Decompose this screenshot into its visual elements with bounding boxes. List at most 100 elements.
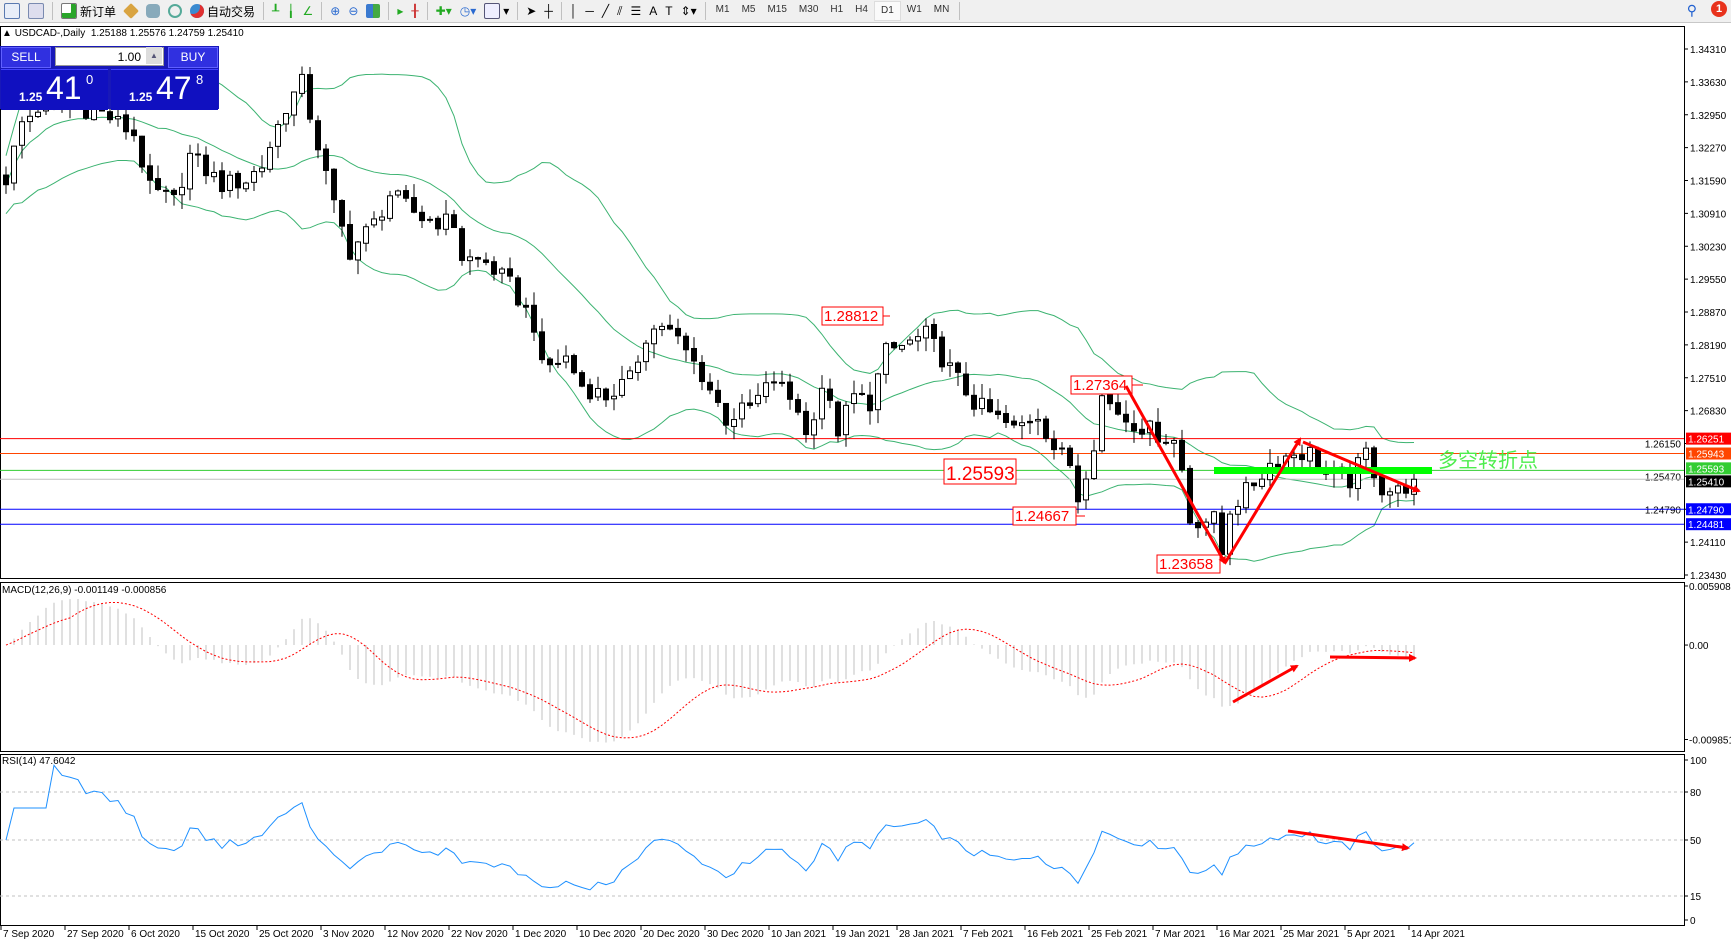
navigator-icon (146, 4, 161, 18)
candle (707, 373, 713, 395)
candle-body (499, 268, 505, 274)
candle-body (411, 197, 417, 213)
buy-button[interactable]: BUY (168, 47, 218, 68)
fibonacci-button[interactable]: ☰ (626, 1, 645, 21)
arrows-button[interactable]: ⇕▾ (677, 1, 701, 21)
price-tag-label: 1.24790 (1688, 505, 1725, 516)
date-tick-label: 12 Nov 2020 (387, 929, 444, 940)
signals-button[interactable] (164, 1, 186, 21)
candle (931, 318, 937, 353)
notification-badge[interactable]: 1 (1711, 1, 1727, 17)
indicators-button[interactable]: ✚▾ (432, 1, 456, 21)
candle-body (875, 373, 881, 411)
date-tick-label: 16 Feb 2021 (1027, 929, 1084, 940)
rsi-tick-label: 15 (1690, 892, 1702, 903)
candle-body (915, 336, 921, 342)
candle-body (395, 190, 401, 196)
candle-body (1371, 447, 1377, 479)
channel-button[interactable]: ⫽ (613, 1, 626, 21)
candlestick-button[interactable]: ╽ (283, 1, 298, 21)
candle-body (1243, 482, 1249, 509)
auto-scroll-button[interactable]: ▸ (393, 1, 407, 21)
price-annotation-label: 1.24667 (1015, 508, 1069, 525)
candle (883, 341, 889, 384)
timeframe-m15[interactable]: M15 (767, 4, 787, 15)
candle-body (979, 397, 985, 410)
candle-body (619, 378, 625, 396)
timeframe-mn[interactable]: MN (933, 4, 950, 15)
candle-body (91, 108, 97, 121)
candle (11, 145, 17, 191)
text-button[interactable]: A (645, 1, 661, 21)
timeframe-m30[interactable]: M30 (798, 4, 819, 15)
candle (211, 161, 217, 183)
candle (299, 66, 305, 98)
text-label-button[interactable]: T (661, 1, 676, 21)
candle (1163, 434, 1169, 446)
templates-icon (484, 3, 501, 19)
price-tag (1686, 518, 1731, 531)
timeframe-w1[interactable]: W1 (906, 4, 922, 15)
candle (427, 216, 433, 223)
timeframe-d1[interactable]: D1 (873, 1, 901, 21)
sell-button[interactable]: SELL (1, 47, 51, 68)
candle-body (1139, 428, 1145, 435)
candle-body (203, 154, 209, 177)
candle (291, 91, 297, 127)
timeframe-m1[interactable]: M1 (715, 4, 730, 15)
zoom-window-button[interactable] (24, 1, 48, 21)
new-order-button[interactable]: 新订单 (57, 1, 120, 21)
candle (1003, 405, 1009, 428)
price-tick-label: 1.33630 (1690, 78, 1727, 89)
zoom-in-button[interactable]: ⊕ (326, 1, 344, 21)
date-tick-label: 22 Nov 2020 (451, 929, 508, 940)
candle (667, 314, 673, 331)
tile-windows-button[interactable] (362, 1, 384, 21)
bid-quote[interactable]: 1.25 41 0 (1, 69, 108, 110)
date-tick-label: 15 Oct 2020 (195, 929, 250, 940)
candle-body (987, 399, 993, 413)
candle-body (1299, 454, 1305, 461)
candle-body (651, 328, 657, 345)
templates-button[interactable]: ▾ (480, 1, 513, 21)
candle (683, 332, 689, 362)
timeframe-m5[interactable]: M5 (741, 4, 756, 15)
new-chart-icon (4, 3, 20, 19)
crosshair-button[interactable]: ┼ (540, 1, 557, 21)
timeframe-h1[interactable]: H1 (830, 4, 844, 15)
zoom-out-button[interactable]: ⊖ (344, 1, 362, 21)
search-icon[interactable]: ⚲ (1686, 2, 1697, 18)
candle-body (739, 402, 745, 420)
candles (3, 66, 1417, 566)
candle-body (611, 395, 617, 400)
candle (971, 384, 977, 417)
chart-shift-button[interactable]: ╂ (407, 1, 422, 21)
candle (403, 184, 409, 203)
auto-trading-button[interactable]: 自动交易 (186, 1, 259, 21)
lot-size-input[interactable]: 1.00 (55, 47, 164, 66)
line-chart-button[interactable]: ∠ (299, 1, 318, 21)
market-watch-button[interactable] (120, 1, 142, 21)
trendline-button[interactable]: ╱ (598, 1, 613, 21)
vertical-line-button[interactable]: │ (566, 1, 582, 21)
candle-body (1315, 448, 1321, 471)
candle (739, 393, 745, 428)
price-tag (1686, 447, 1731, 460)
navigator-button[interactable] (142, 1, 164, 21)
candle-body (1131, 423, 1137, 432)
candle-body (803, 410, 809, 436)
new-chart-button[interactable] (0, 1, 24, 21)
candle-body (251, 171, 257, 183)
lot-increase-button[interactable]: ▲ (146, 47, 162, 64)
horizontal-line-button[interactable]: ─ (581, 1, 598, 21)
periods-button[interactable]: ◷▾ (456, 1, 481, 21)
price-tick-label: 1.28870 (1690, 308, 1727, 319)
candle (675, 318, 681, 345)
price-annotation-label: 1.25593 (946, 464, 1015, 485)
bar-chart-button[interactable]: ┸ (268, 1, 283, 21)
timeframe-h4[interactable]: H4 (855, 4, 868, 15)
ask-quote[interactable]: 1.25 47 8 (111, 69, 218, 110)
candle (763, 371, 769, 404)
cursor-button[interactable]: ➤ (522, 1, 540, 21)
